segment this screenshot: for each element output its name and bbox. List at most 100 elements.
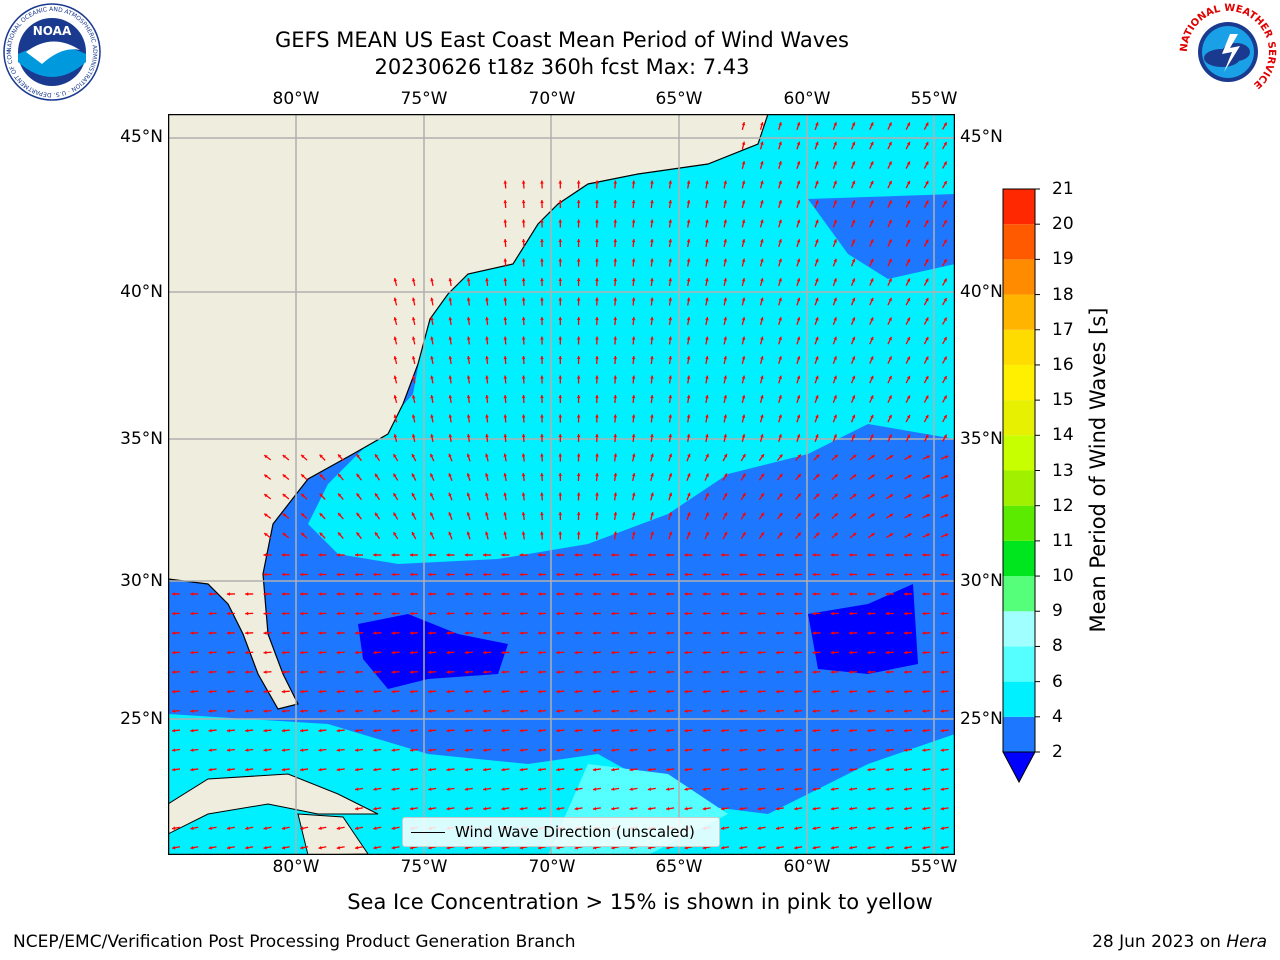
wave-direction-arrow — [300, 650, 309, 655]
wave-direction-arrow — [885, 474, 894, 480]
wave-direction-arrow — [356, 473, 362, 481]
wave-direction-arrow — [613, 492, 618, 501]
wave-direction-arrow — [319, 512, 326, 520]
wave-direction-arrow — [832, 239, 837, 247]
wave-direction-arrow — [922, 845, 931, 850]
wave-direction-arrow — [428, 670, 437, 674]
wave-direction-arrow — [723, 277, 727, 287]
wave-direction-arrow — [558, 414, 563, 423]
wave-direction-arrow — [903, 767, 913, 772]
wave-direction-arrow — [393, 316, 398, 326]
wave-direction-arrow — [190, 845, 199, 850]
wave-direction-arrow — [595, 199, 599, 209]
wave-direction-arrow — [849, 512, 857, 520]
wave-direction-arrow — [281, 572, 290, 577]
wave-direction-arrow — [519, 709, 528, 713]
wave-direction-arrow — [867, 611, 876, 616]
wave-direction-arrow — [922, 533, 931, 538]
lat-label-right-40n: 40°N — [960, 282, 1003, 302]
wave-direction-arrow — [923, 219, 929, 228]
lat-label-right-30n: 30°N — [960, 571, 1003, 591]
wave-direction-arrow — [540, 277, 544, 287]
wave-direction-arrow — [647, 748, 656, 752]
wave-direction-arrow — [521, 355, 526, 365]
wave-direction-arrow — [208, 670, 217, 674]
wave-direction-arrow — [723, 414, 727, 423]
wave-direction-arrow — [521, 492, 526, 501]
wave-direction-arrow — [850, 336, 856, 345]
period-4-6-region-south — [168, 714, 955, 855]
wave-direction-arrow — [281, 728, 290, 733]
wave-direction-arrow — [391, 728, 400, 733]
wave-direction-arrow — [869, 297, 874, 306]
wave-direction-arrow — [686, 199, 691, 209]
wave-direction-arrow — [668, 297, 673, 306]
wave-direction-arrow — [905, 317, 911, 325]
wave-direction-arrow — [411, 394, 416, 404]
wave-direction-arrow — [318, 670, 327, 674]
wave-direction-arrow — [922, 787, 931, 791]
wave-direction-arrow — [595, 238, 599, 248]
wave-direction-arrow — [631, 414, 636, 423]
wave-direction-arrow — [885, 532, 894, 539]
wave-direction-arrow — [171, 767, 181, 772]
wave-direction-arrow — [741, 355, 746, 365]
wave-direction-arrow — [611, 592, 620, 596]
wave-direction-arrow — [576, 316, 581, 326]
wave-direction-arrow — [778, 258, 782, 267]
wave-direction-arrow — [849, 454, 857, 461]
wave-direction-arrow — [521, 414, 526, 423]
wave-direction-arrow — [720, 631, 730, 635]
wave-direction-arrow — [483, 767, 492, 772]
wave-direction-arrow — [705, 277, 709, 287]
wave-direction-arrow — [794, 787, 803, 791]
wave-direction-arrow — [905, 375, 911, 384]
wave-direction-arrow — [741, 375, 746, 384]
wave-direction-arrow — [684, 709, 693, 713]
wave-direction-arrow — [942, 219, 948, 228]
footer-host: Hera — [1226, 932, 1267, 952]
wave-direction-arrow — [521, 433, 526, 443]
wave-direction-arrow — [922, 611, 931, 616]
wave-direction-arrow — [190, 611, 199, 616]
wave-direction-arrow — [519, 748, 528, 752]
wave-direction-arrow — [885, 650, 894, 655]
wave-direction-arrow — [356, 531, 362, 540]
wave-direction-arrow — [812, 689, 821, 694]
wave-direction-arrow — [558, 394, 563, 404]
wave-direction-arrow — [702, 611, 711, 616]
wave-direction-arrow — [923, 414, 929, 423]
wave-direction-arrow — [501, 709, 510, 713]
wave-direction-arrow — [887, 434, 893, 442]
wave-direction-arrow — [940, 592, 949, 596]
colorbar-cell — [1003, 646, 1035, 682]
wave-direction-arrow — [226, 631, 235, 635]
wave-direction-arrow — [613, 394, 618, 404]
wave-direction-arrow — [521, 453, 526, 462]
wave-direction-arrow — [739, 670, 748, 674]
wave-direction-arrow — [684, 670, 693, 674]
wave-direction-arrow — [758, 453, 765, 462]
wave-direction-arrow — [430, 375, 434, 384]
wave-direction-arrow — [574, 806, 583, 811]
wave-direction-arrow — [940, 748, 949, 752]
wave-direction-arrow — [775, 572, 784, 577]
wave-direction-arrow — [430, 277, 434, 287]
wave-direction-arrow — [558, 180, 563, 189]
wave-direction-arrow — [739, 650, 748, 655]
wave-direction-arrow — [354, 748, 364, 752]
wave-direction-arrow — [208, 631, 217, 635]
wave-direction-arrow — [428, 592, 437, 596]
wave-direction-arrow — [171, 592, 181, 596]
colorbar-tick-label: 19 — [1052, 249, 1074, 270]
wave-direction-arrow — [923, 317, 929, 325]
wave-direction-arrow — [282, 532, 290, 539]
colorbar-tick-label: 12 — [1052, 495, 1074, 516]
wave-direction-arrow — [521, 199, 526, 209]
wave-direction-arrow — [795, 493, 802, 500]
wave-direction-arrow — [831, 454, 839, 461]
wave-direction-arrow — [812, 631, 821, 635]
wave-direction-arrow — [629, 650, 638, 655]
wave-direction-arrow — [354, 553, 364, 557]
wave-direction-arrow — [722, 492, 728, 501]
